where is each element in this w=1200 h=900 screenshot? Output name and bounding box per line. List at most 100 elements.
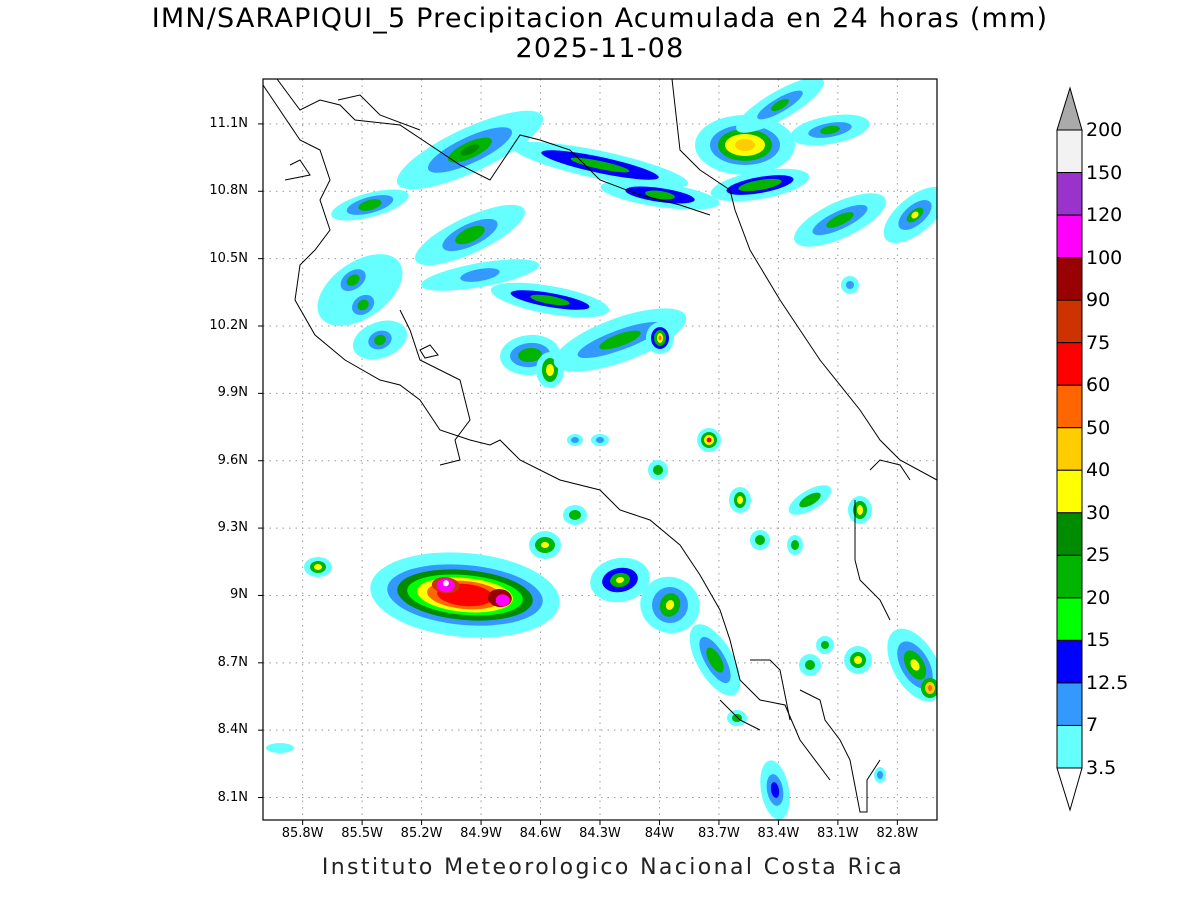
y-tick-label: 9N	[230, 587, 248, 603]
colorbar-label: 40	[1086, 459, 1111, 482]
y-tick-label: 9.9N	[217, 385, 248, 401]
precip-cluster	[921, 678, 937, 698]
colorbar-label: 3.5	[1086, 757, 1117, 779]
x-tick-label: 83.7W	[698, 826, 740, 841]
precip-cluster	[760, 760, 790, 820]
precip-cluster	[790, 114, 870, 146]
colorbar-label: 75	[1086, 331, 1111, 354]
colorbar-swatch	[1056, 724, 1083, 769]
colorbar-label: 60	[1086, 374, 1111, 397]
y-tick-label: 9.3N	[217, 520, 248, 536]
colorbar-label: 100	[1086, 246, 1123, 269]
precip-cluster	[883, 186, 937, 244]
colorbar-label: 12.5	[1086, 671, 1129, 694]
colorbar-swatch	[1056, 427, 1083, 471]
colorbar-swatch	[1056, 172, 1083, 216]
y-tick-label: 9.6N	[217, 452, 248, 468]
y-tick-label: 8.7N	[217, 654, 248, 670]
colorbar-swatch	[1056, 299, 1083, 344]
precip-cluster	[841, 276, 859, 294]
precip-cluster	[788, 485, 832, 515]
precip-cluster	[304, 557, 332, 577]
colorbar-under-triangle	[1056, 767, 1083, 812]
precip-cluster	[317, 254, 403, 326]
colorbar-swatch	[1056, 469, 1083, 514]
colorbar-label: 200	[1086, 119, 1123, 141]
precip-cluster	[396, 110, 544, 190]
precip-cluster	[689, 624, 741, 696]
precip-cluster	[529, 531, 561, 559]
precip-cluster	[266, 743, 294, 753]
precip-cluster	[511, 141, 689, 189]
precip-cluster	[567, 434, 583, 446]
footer-credit: Instituto Meteorologico Nacional Costa R…	[321, 855, 905, 880]
precip-cluster	[736, 79, 824, 133]
x-tick-label: 83.1W	[816, 826, 859, 841]
precip-cluster	[331, 189, 409, 221]
colorbar-swatch	[1056, 384, 1083, 429]
colorbar-label: 7	[1086, 714, 1099, 737]
precip-cluster	[848, 496, 872, 524]
y-tick-label: 10.5N	[209, 250, 248, 266]
y-tick-label: 10.2N	[209, 318, 248, 333]
x-tick-label: 84.6W	[519, 826, 562, 841]
precip-cluster	[727, 710, 747, 726]
x-tick-label: 84W	[644, 826, 675, 841]
colorbar-swatch	[1056, 129, 1083, 174]
x-tick-label: 83.4W	[757, 826, 800, 841]
colorbar-swatch	[1056, 214, 1083, 259]
axis-ticks	[258, 123, 898, 825]
x-tick-label: 85.5W	[341, 826, 384, 841]
precip-cluster	[794, 193, 886, 247]
y-tick-label: 10.8N	[209, 183, 248, 199]
precip-cluster	[695, 115, 795, 175]
colorbar-swatch	[1056, 554, 1083, 599]
coastlines	[263, 79, 937, 813]
map-title: IMN/SARAPIQUI_5 Precipitacion Acumulada …	[151, 3, 1049, 34]
y-tick-label: 11.1N	[209, 115, 248, 131]
colorbar-label: 25	[1086, 544, 1111, 567]
map-date: 2025-11-08	[515, 33, 685, 64]
precip-cluster	[591, 434, 609, 446]
precip-cluster	[874, 767, 886, 783]
precip-cluster	[640, 576, 700, 634]
x-tick-label: 84.9W	[460, 826, 502, 841]
precip-field	[266, 79, 937, 820]
precip-cluster	[844, 646, 872, 674]
x-tick-label: 85.8W	[281, 826, 324, 841]
precip-cluster	[787, 535, 803, 555]
precip-cluster	[697, 428, 721, 452]
colorbar-label: 90	[1086, 289, 1111, 312]
precip-cluster	[887, 628, 937, 702]
precip-cluster	[415, 204, 525, 266]
precip-cluster	[563, 505, 587, 525]
colorbar-swatch	[1056, 639, 1083, 684]
precip-cluster	[600, 180, 720, 210]
colorbar	[1056, 86, 1083, 812]
colorbar-swatch	[1056, 512, 1083, 556]
precip-cluster	[370, 552, 560, 638]
y-tick-label: 8.1N	[217, 789, 248, 805]
colorbar-swatch	[1056, 597, 1083, 641]
colorbar-label: 150	[1086, 161, 1123, 184]
colorbar-swatch	[1056, 682, 1083, 726]
colorbar-label: 30	[1086, 501, 1111, 524]
colorbar-swatch	[1056, 257, 1083, 301]
colorbar-swatch	[1056, 342, 1083, 386]
colorbar-label: 15	[1086, 629, 1111, 652]
precip-cluster	[799, 654, 821, 676]
x-tick-label: 82.8W	[876, 826, 919, 841]
y-tick-label: 8.4N	[217, 722, 248, 738]
precip-cluster	[648, 460, 668, 480]
precip-cluster	[750, 530, 770, 550]
precip-cluster	[420, 259, 540, 291]
precip-cluster	[710, 168, 810, 202]
precip-cluster	[729, 487, 751, 513]
colorbar-label: 20	[1086, 586, 1111, 609]
precip-cluster	[352, 320, 408, 360]
precip-cluster	[590, 557, 650, 603]
lat-lon-grid	[263, 79, 937, 820]
x-tick-label: 85.2W	[400, 826, 443, 841]
x-tick-label: 84.3W	[579, 826, 621, 841]
